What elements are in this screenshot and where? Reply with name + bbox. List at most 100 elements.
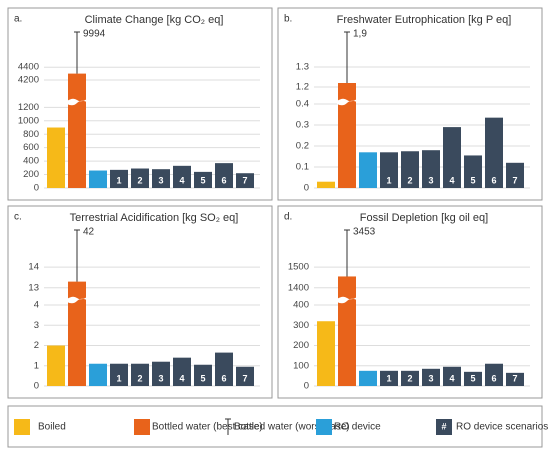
bar: [110, 169, 128, 188]
bar: [173, 357, 191, 386]
legend-label: RO device: [334, 422, 381, 433]
bar-label: 3: [428, 373, 433, 383]
worst-case-label: 3453: [353, 227, 376, 238]
legend-label: RO device scenarios: [456, 422, 548, 433]
bar: [338, 276, 356, 386]
y-tick-label: 3: [34, 320, 39, 331]
bar: [506, 162, 524, 188]
bar: [47, 345, 65, 386]
legend-swatch: [436, 419, 452, 435]
bar: [194, 364, 212, 386]
bar: [131, 363, 149, 386]
panel-label: c.: [14, 212, 22, 223]
bar: [317, 181, 335, 188]
bar: [89, 170, 107, 188]
worst-case-label: 9994: [83, 29, 106, 40]
legend-symbol: #: [441, 421, 446, 431]
bar: [443, 127, 461, 188]
legend-swatch: [134, 419, 150, 435]
bar: [359, 152, 377, 188]
bar-label: 5: [470, 373, 475, 383]
bar-label: 4: [179, 175, 184, 185]
bar: [380, 370, 398, 386]
bar-label: 1: [386, 373, 391, 383]
y-tick-label: 1400: [288, 282, 309, 293]
legend-label: Bottled water (best case): [152, 422, 263, 433]
bar: [68, 281, 86, 386]
bar-label: 4: [179, 373, 184, 383]
bar-label: 7: [242, 175, 247, 185]
bar: [401, 370, 419, 386]
y-tick-label: 2: [34, 340, 39, 351]
bar: [317, 321, 335, 386]
y-tick-label: 100: [293, 360, 309, 371]
y-tick-label: 4200: [18, 75, 39, 86]
y-tick-label: 0.1: [296, 162, 309, 173]
bar-label: 6: [491, 175, 496, 185]
bar: [464, 155, 482, 188]
y-tick-label: 200: [23, 169, 39, 180]
y-tick-label: 800: [23, 129, 39, 140]
bar-label: 6: [221, 373, 226, 383]
bar: [152, 169, 170, 188]
bar: [194, 171, 212, 188]
legend-label: Boiled: [38, 422, 66, 433]
panel-frame: [7, 205, 273, 399]
chart-title: Fossil Depletion [kg oil eq]: [360, 212, 488, 224]
worst-case-label: 1,9: [353, 29, 367, 40]
bar: [236, 366, 254, 386]
axis-break: [337, 296, 357, 304]
axis-break: [67, 296, 87, 304]
panel-label: a.: [14, 14, 22, 25]
bar: [443, 366, 461, 386]
bar-label: 5: [200, 175, 205, 185]
bar-label: 5: [200, 373, 205, 383]
y-tick-label: 400: [23, 156, 39, 167]
bar-label: 4: [449, 175, 454, 185]
bar: [131, 168, 149, 188]
legend-label: Bottled water (worst case): [234, 422, 350, 433]
bar-label: 7: [512, 175, 517, 185]
y-tick-label: 1200: [18, 102, 39, 113]
y-tick-label: 0: [304, 183, 309, 194]
bar-label: 1: [116, 373, 121, 383]
bar: [173, 165, 191, 188]
bar-label: 2: [407, 373, 412, 383]
bar: [215, 163, 233, 188]
y-tick-label: 600: [23, 142, 39, 153]
bar: [152, 361, 170, 386]
bar: [236, 173, 254, 188]
bar-label: 1: [116, 175, 121, 185]
panel-frame: [277, 7, 543, 201]
bar: [485, 117, 503, 188]
bar: [359, 370, 377, 386]
chart-title: Terrestrial Acidification [kg SO₂ eq]: [70, 212, 239, 224]
legend-frame: [7, 405, 543, 448]
bar: [485, 363, 503, 386]
y-tick-label: 200: [293, 340, 309, 351]
bar: [380, 152, 398, 188]
y-tick-label: 400: [293, 300, 309, 311]
worst-case-label: 42: [83, 227, 95, 238]
bar: [68, 73, 86, 188]
bar: [110, 363, 128, 386]
chart-title: Freshwater Eutrophication [kg P eq]: [337, 14, 512, 26]
bar-label: 2: [137, 175, 142, 185]
y-tick-label: 1: [34, 360, 39, 371]
bar: [464, 371, 482, 386]
y-tick-label: 0.2: [296, 141, 309, 152]
bar-label: 3: [158, 175, 163, 185]
legend-swatch: [316, 419, 332, 435]
panel-label: d.: [284, 212, 292, 223]
y-tick-label: 1.2: [296, 82, 309, 93]
bar-label: 6: [491, 373, 496, 383]
bar: [422, 368, 440, 386]
axis-break: [337, 98, 357, 106]
bar: [401, 151, 419, 188]
y-tick-label: 0.4: [296, 99, 309, 110]
y-tick-label: 13: [28, 282, 39, 293]
bar-label: 3: [428, 175, 433, 185]
y-tick-label: 1000: [18, 115, 39, 126]
bar-label: 4: [449, 373, 454, 383]
